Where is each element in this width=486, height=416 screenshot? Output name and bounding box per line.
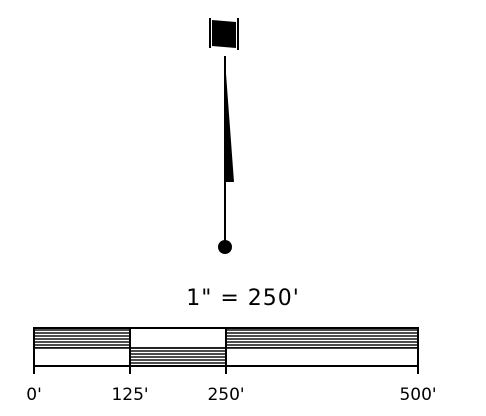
scale-segment-lower [225, 347, 419, 367]
scale-segments [33, 327, 419, 374]
scale-tick-label: 250' [207, 385, 244, 405]
scale-tick-labels: 0' 125' 250' 500' [26, 385, 436, 405]
scale-tick-label: 125' [111, 385, 148, 405]
scale-tick-label: 500' [399, 385, 436, 405]
scale-segment-upper [225, 327, 419, 349]
scale-segment-upper [129, 327, 227, 349]
scale-tick-label: 0' [26, 385, 42, 405]
north-arrow [209, 18, 239, 254]
scale-segment-upper [33, 327, 131, 349]
scale-segment-lower [33, 347, 131, 367]
scale-segment-lower [129, 347, 227, 367]
scale-ratio-label: 1" = 250' [186, 286, 300, 311]
north-letter-icon [209, 18, 239, 50]
graphic-scale-bar: 0' 125' 250' 500' [26, 327, 437, 405]
north-arrow-flag [225, 60, 234, 182]
north-arrow-base-dot [218, 240, 232, 254]
